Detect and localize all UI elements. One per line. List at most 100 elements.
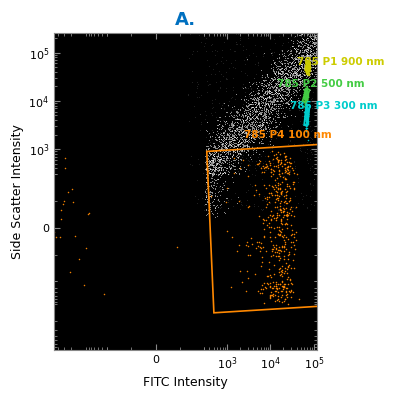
Point bbox=[304, 88, 310, 95]
Point bbox=[303, 62, 310, 68]
Point bbox=[303, 118, 310, 124]
Point bbox=[219, 152, 225, 159]
Point bbox=[281, 244, 288, 250]
Point bbox=[294, 52, 300, 58]
Point bbox=[278, 93, 285, 100]
Point bbox=[257, 134, 264, 140]
Point bbox=[237, 41, 243, 47]
Point bbox=[277, 66, 284, 72]
Point bbox=[304, 63, 310, 70]
Point bbox=[218, 132, 224, 138]
Point bbox=[245, 128, 251, 134]
Point bbox=[286, 74, 293, 80]
Point bbox=[303, 104, 309, 110]
Point bbox=[248, 96, 255, 102]
Point bbox=[282, 264, 288, 271]
Point bbox=[252, 99, 258, 106]
Point bbox=[256, 104, 263, 110]
Point bbox=[218, 165, 224, 171]
Point bbox=[257, 243, 263, 250]
Point bbox=[197, 121, 204, 127]
Point bbox=[211, 152, 217, 159]
Point bbox=[207, 158, 213, 164]
Point bbox=[268, 292, 274, 298]
Point bbox=[301, 72, 307, 78]
Point bbox=[219, 164, 225, 170]
Point bbox=[312, 33, 318, 40]
Point bbox=[311, 32, 318, 38]
Point bbox=[304, 104, 310, 111]
Point bbox=[231, 134, 237, 140]
Point bbox=[222, 164, 228, 170]
Point bbox=[207, 150, 213, 156]
Point bbox=[304, 97, 310, 104]
Point bbox=[285, 209, 291, 215]
Point bbox=[256, 94, 262, 100]
Point bbox=[316, 39, 322, 45]
Point bbox=[251, 135, 257, 142]
Point bbox=[247, 121, 253, 127]
Point bbox=[212, 51, 218, 58]
Point bbox=[266, 103, 272, 109]
Point bbox=[273, 84, 279, 90]
Point bbox=[256, 160, 263, 166]
Point bbox=[233, 134, 240, 140]
Point bbox=[236, 153, 242, 159]
Point bbox=[292, 78, 298, 85]
Point bbox=[306, 63, 312, 70]
Point bbox=[226, 135, 232, 142]
Point bbox=[310, 176, 317, 182]
Point bbox=[239, 146, 245, 153]
Point bbox=[270, 212, 276, 218]
Point bbox=[307, 147, 313, 154]
Point bbox=[277, 70, 284, 77]
Point bbox=[315, 32, 321, 38]
Point bbox=[305, 67, 311, 73]
Point bbox=[228, 142, 235, 148]
Point bbox=[281, 284, 287, 290]
Point bbox=[205, 168, 211, 174]
Point bbox=[267, 166, 274, 172]
Point bbox=[304, 108, 310, 115]
Point bbox=[301, 94, 308, 101]
Point bbox=[268, 65, 274, 71]
Point bbox=[253, 167, 259, 174]
Point bbox=[214, 60, 220, 66]
Point bbox=[275, 253, 281, 259]
Point bbox=[303, 192, 309, 198]
Point bbox=[298, 60, 304, 67]
Point bbox=[271, 86, 277, 93]
Point bbox=[215, 195, 221, 202]
Point bbox=[296, 53, 302, 60]
Point bbox=[277, 70, 283, 76]
Point bbox=[303, 92, 309, 99]
Point bbox=[274, 82, 280, 88]
Point bbox=[266, 82, 272, 88]
Point bbox=[255, 154, 261, 160]
Point bbox=[244, 103, 251, 109]
Point bbox=[216, 121, 222, 128]
Point bbox=[206, 167, 213, 173]
Point bbox=[207, 204, 213, 210]
Point bbox=[287, 51, 293, 58]
Point bbox=[291, 76, 297, 82]
Point bbox=[319, 30, 325, 36]
Point bbox=[296, 72, 302, 78]
Point bbox=[202, 108, 209, 114]
Point bbox=[305, 60, 311, 66]
Point bbox=[304, 65, 310, 72]
Point bbox=[215, 87, 221, 94]
Point bbox=[217, 150, 223, 157]
Point bbox=[284, 180, 290, 187]
Point bbox=[233, 142, 239, 149]
Point bbox=[285, 74, 291, 80]
Point bbox=[270, 75, 277, 82]
Point bbox=[305, 63, 311, 70]
Point bbox=[305, 56, 311, 63]
Point bbox=[306, 72, 312, 78]
Point bbox=[209, 160, 215, 166]
Point bbox=[244, 148, 251, 154]
Point bbox=[274, 98, 280, 105]
Point bbox=[235, 120, 241, 126]
Point bbox=[250, 96, 256, 102]
